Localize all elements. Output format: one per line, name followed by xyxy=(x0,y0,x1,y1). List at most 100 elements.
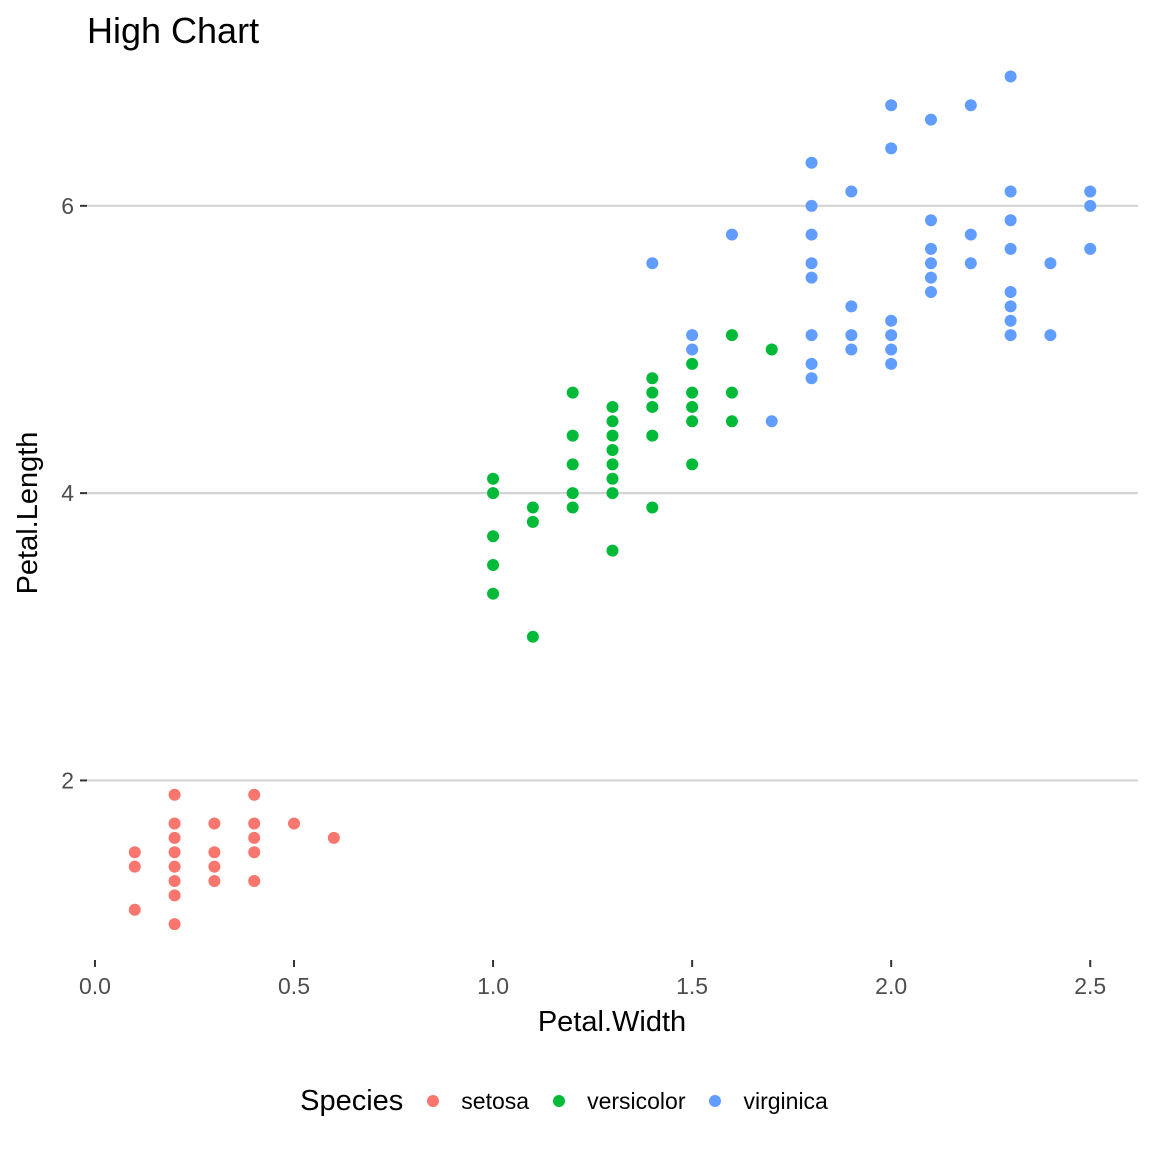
point-setosa-20 xyxy=(288,817,301,830)
point-virginica-22 xyxy=(885,99,898,112)
point-versicolor-13 xyxy=(606,544,619,557)
point-virginica-0 xyxy=(646,257,659,270)
point-setosa-0 xyxy=(128,903,141,916)
point-virginica-4 xyxy=(765,415,778,428)
point-virginica-23 xyxy=(924,286,937,299)
point-versicolor-12 xyxy=(566,386,579,399)
point-versicolor-3 xyxy=(487,487,500,500)
point-setosa-6 xyxy=(168,860,181,873)
point-virginica-29 xyxy=(964,257,977,270)
point-setosa-21 xyxy=(327,831,340,844)
point-virginica-35 xyxy=(1004,286,1017,299)
point-versicolor-24 xyxy=(646,386,659,399)
legend-key-virginica xyxy=(709,1095,722,1107)
x-tick-label-0: 0.0 xyxy=(79,973,111,999)
point-setosa-10 xyxy=(168,788,181,801)
legend-entry-versicolor: versicolor xyxy=(553,1088,685,1115)
point-virginica-36 xyxy=(1004,242,1017,255)
point-versicolor-28 xyxy=(686,400,699,413)
chart-title: High Chart xyxy=(87,10,260,51)
point-versicolor-31 xyxy=(725,415,738,428)
point-virginica-24 xyxy=(924,271,937,284)
point-setosa-4 xyxy=(168,889,181,902)
point-virginica-32 xyxy=(1004,329,1017,342)
point-versicolor-0 xyxy=(487,587,500,600)
point-setosa-2 xyxy=(128,846,141,859)
point-setosa-15 xyxy=(248,874,261,887)
point-versicolor-33 xyxy=(725,329,738,342)
point-versicolor-5 xyxy=(526,630,539,643)
point-versicolor-29 xyxy=(686,386,699,399)
point-versicolor-16 xyxy=(606,458,619,471)
x-tick-label-1: 0.5 xyxy=(278,973,310,999)
point-setosa-5 xyxy=(168,874,181,887)
y-tick-label-2: 6 xyxy=(61,193,74,219)
legend-title: Species xyxy=(300,1084,404,1117)
y-axis-label: Petal.Length xyxy=(12,432,44,595)
point-setosa-14 xyxy=(208,817,221,830)
point-virginica-38 xyxy=(1004,185,1017,198)
point-virginica-21 xyxy=(885,142,898,155)
legend: Species setosa versicolor virginica xyxy=(0,1078,1152,1124)
point-versicolor-25 xyxy=(646,372,659,385)
point-setosa-8 xyxy=(168,831,181,844)
point-virginica-31 xyxy=(964,99,977,112)
point-setosa-9 xyxy=(168,817,181,830)
point-virginica-27 xyxy=(924,214,937,227)
point-virginica-18 xyxy=(885,343,898,356)
point-versicolor-11 xyxy=(566,429,579,442)
x-tick-label-2: 1.0 xyxy=(477,973,509,999)
point-versicolor-27 xyxy=(686,415,699,428)
point-versicolor-17 xyxy=(606,444,619,457)
point-versicolor-8 xyxy=(566,501,579,514)
point-virginica-12 xyxy=(805,156,818,169)
axes: 2 4 6 0.0 0.5 1.0 1.5 2.0 2.5 xyxy=(61,193,1106,999)
point-virginica-20 xyxy=(885,314,898,327)
point-setosa-1 xyxy=(128,860,141,873)
point-virginica-37 xyxy=(1004,214,1017,227)
point-setosa-3 xyxy=(168,918,181,931)
point-virginica-17 xyxy=(885,357,898,370)
point-versicolor-4 xyxy=(487,472,500,485)
point-virginica-34 xyxy=(1004,300,1017,313)
point-versicolor-22 xyxy=(646,429,659,442)
point-setosa-19 xyxy=(248,788,261,801)
point-virginica-13 xyxy=(845,343,858,356)
point-virginica-3 xyxy=(725,228,738,241)
point-virginica-42 xyxy=(1084,242,1097,255)
point-virginica-6 xyxy=(805,357,818,370)
point-versicolor-9 xyxy=(566,487,579,500)
point-setosa-18 xyxy=(248,817,261,830)
point-versicolor-14 xyxy=(606,487,619,500)
legend-entry-setosa: setosa xyxy=(427,1088,529,1115)
point-virginica-43 xyxy=(1084,199,1097,212)
point-setosa-17 xyxy=(248,831,261,844)
point-versicolor-15 xyxy=(606,472,619,485)
point-virginica-11 xyxy=(805,199,818,212)
legend-label-versicolor: versicolor xyxy=(587,1087,686,1114)
point-virginica-5 xyxy=(805,372,818,385)
point-versicolor-26 xyxy=(686,458,699,471)
point-virginica-2 xyxy=(686,329,699,342)
point-versicolor-7 xyxy=(526,501,539,514)
point-virginica-30 xyxy=(964,228,977,241)
point-versicolor-6 xyxy=(526,515,539,528)
point-setosa-16 xyxy=(248,846,261,859)
legend-label-virginica: virginica xyxy=(743,1087,828,1114)
point-versicolor-21 xyxy=(646,501,659,514)
point-versicolor-34 xyxy=(765,343,778,356)
legend-entry-virginica: virginica xyxy=(709,1087,828,1115)
point-virginica-9 xyxy=(805,257,818,270)
point-virginica-7 xyxy=(805,329,818,342)
point-versicolor-10 xyxy=(566,458,579,471)
point-virginica-16 xyxy=(845,185,858,198)
point-virginica-26 xyxy=(924,242,937,255)
point-versicolor-2 xyxy=(487,530,500,543)
point-virginica-10 xyxy=(805,228,818,241)
x-axis-label: Petal.Width xyxy=(538,1006,686,1038)
point-versicolor-32 xyxy=(725,386,738,399)
point-virginica-15 xyxy=(845,300,858,313)
point-setosa-7 xyxy=(168,846,181,859)
y-tick-label-1: 4 xyxy=(61,480,74,506)
